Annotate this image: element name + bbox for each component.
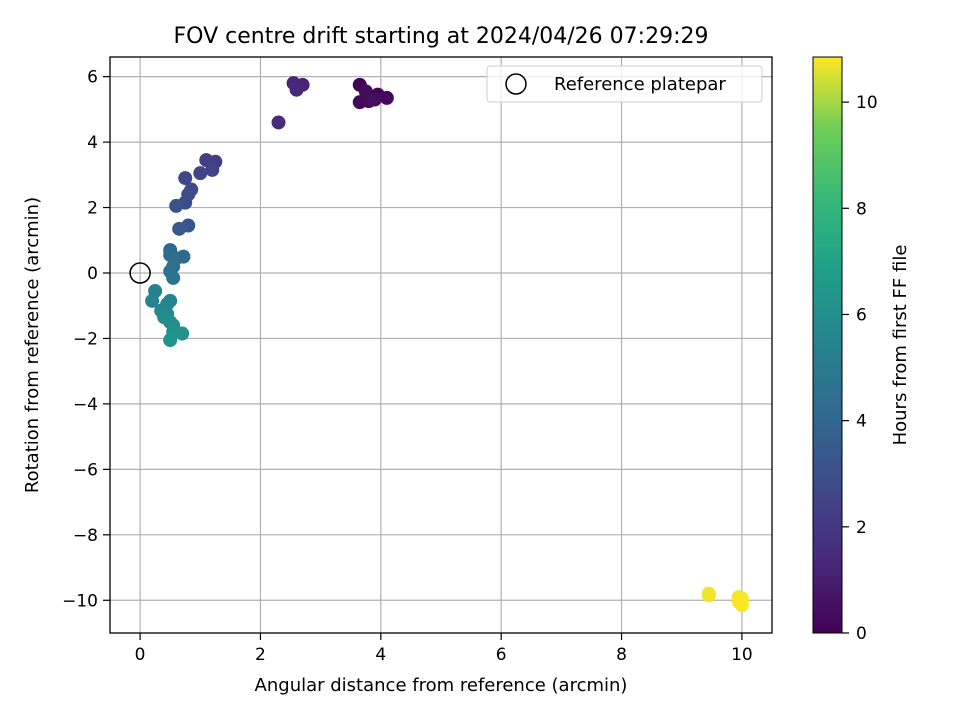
y-tick-label: −10 [62, 591, 98, 611]
data-point [358, 84, 373, 99]
data-point [175, 326, 190, 341]
data-point [145, 293, 160, 308]
data-point [172, 221, 187, 236]
y-axis-label: Rotation from reference (arcmin) [22, 197, 43, 493]
x-tick-label: 8 [616, 645, 627, 665]
data-point [205, 162, 220, 177]
data-point [367, 92, 382, 107]
data-point [166, 270, 181, 285]
colorbar-ticks: 0 2 4 6 8 10 [842, 93, 878, 644]
colorbar-gradient [812, 56, 843, 634]
chart-title: FOV centre drift starting at 2024/04/26 … [174, 24, 709, 49]
data-point [163, 248, 178, 262]
x-tick-label: 10 [731, 645, 753, 665]
legend-reference-marker [505, 73, 527, 95]
data-point [169, 198, 184, 213]
x-tick-label: 0 [135, 645, 146, 665]
colorbar-tick-label: 4 [856, 412, 867, 432]
data-point [193, 166, 208, 181]
data-point [163, 333, 178, 348]
data-point [734, 598, 749, 613]
legend-box [486, 65, 763, 103]
y-tick-label: −4 [73, 395, 98, 415]
colorbar-tick-label: 0 [856, 624, 867, 644]
colorbar: 0 2 4 6 8 10 Hours from first FF file [812, 56, 911, 644]
y-tick-label: 4 [87, 133, 98, 153]
colorbar-tick-label: 10 [856, 93, 878, 113]
colorbar-tick-label: 2 [856, 518, 867, 538]
y-tick-label: 0 [87, 264, 98, 284]
x-axis-ticks: 0 2 4 6 8 10 [135, 633, 753, 665]
x-tick-label: 2 [255, 645, 266, 665]
data-point [176, 249, 191, 264]
y-tick-label: −2 [73, 329, 98, 349]
data-point [289, 82, 304, 97]
data-point [271, 115, 286, 130]
colorbar-tick-label: 6 [856, 305, 867, 325]
y-tick-label: 2 [87, 199, 98, 219]
x-tick-label: 4 [375, 645, 386, 665]
x-axis-label: Angular distance from reference (arcmin) [255, 675, 628, 696]
colorbar-label: Hours from first FF file [890, 245, 911, 446]
grid [110, 57, 772, 633]
data-point [178, 171, 193, 186]
y-tick-label: −8 [73, 526, 98, 546]
colorbar-tick-label: 8 [856, 199, 867, 219]
legend: Reference platepar [486, 65, 763, 103]
data-point [701, 588, 716, 603]
x-tick-label: 6 [496, 645, 507, 665]
reference-platepar-marker [129, 262, 151, 284]
data-point [379, 90, 394, 105]
plot-frame [109, 56, 773, 634]
y-tick-label: −6 [73, 460, 98, 480]
y-tick-label: 6 [87, 68, 98, 88]
data-points [145, 76, 749, 613]
y-axis-ticks: −10 −8 −6 −4 −2 0 2 4 6 [62, 68, 110, 611]
legend-label-reference-platepar: Reference platepar [554, 74, 726, 95]
reference-marker-layer [129, 262, 151, 284]
